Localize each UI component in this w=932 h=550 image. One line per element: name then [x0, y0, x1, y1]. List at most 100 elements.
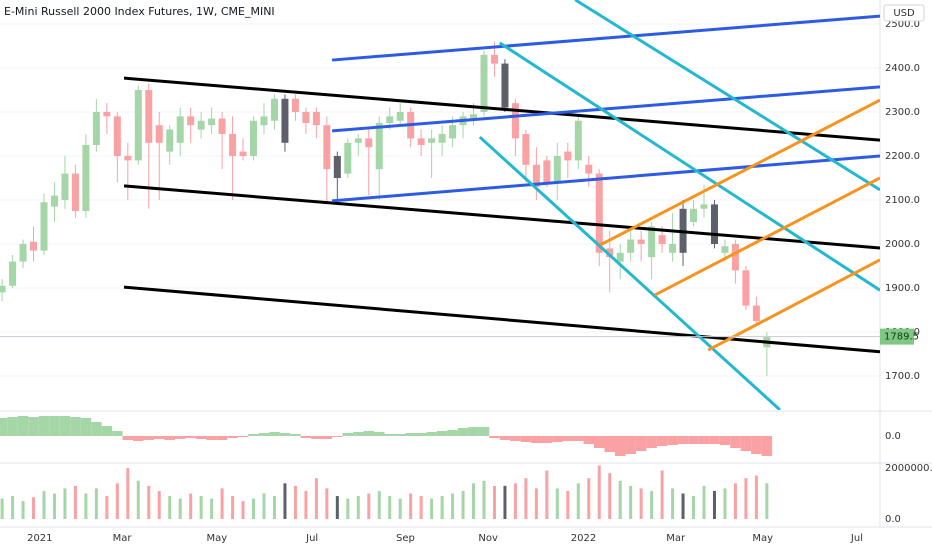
candle-body: [616, 252, 624, 262]
volume-bar: [220, 488, 224, 520]
histogram-bar: [321, 436, 333, 439]
y-tick-label: 2200.0: [885, 151, 920, 162]
x-tick-label: May: [207, 533, 228, 544]
histogram-bar: [667, 436, 678, 445]
candle-body: [281, 98, 289, 143]
volume-bar: [84, 493, 88, 520]
histogram-bar: [70, 417, 81, 436]
histogram-bar: [374, 432, 385, 436]
candle-body: [103, 111, 111, 117]
volume-bar: [157, 490, 161, 520]
histogram-bar: [122, 436, 134, 440]
volume-bar: [262, 493, 266, 520]
histogram-bar: [28, 417, 39, 436]
histogram-bar: [49, 416, 60, 436]
volume-bar: [723, 488, 727, 520]
candle-body: [690, 208, 698, 222]
volume-bar: [692, 496, 696, 520]
volume-bar: [42, 490, 46, 520]
volume-bar: [115, 483, 119, 520]
candle-body: [61, 173, 69, 200]
y-tick-label: 1900.0: [885, 283, 920, 294]
volume-bar: [388, 496, 392, 520]
histogram-bar: [332, 436, 343, 437]
x-tick-label: Mar: [113, 533, 133, 544]
y-tick-label: 2400.0: [885, 63, 920, 74]
candle-body: [386, 116, 394, 123]
candle-body: [470, 114, 478, 119]
volume-bar: [702, 485, 706, 520]
candle-body: [250, 120, 258, 156]
candle-body: [564, 151, 572, 161]
candle-body: [40, 202, 48, 251]
trend-line: [654, 176, 880, 297]
histogram-bar: [562, 436, 574, 441]
volume-bar: [409, 493, 413, 520]
volume-bar: [73, 485, 77, 520]
trend-line: [498, 41, 880, 292]
candle-body: [501, 63, 509, 108]
y-tick-label: 2000.0: [885, 239, 920, 250]
candle-body: [197, 120, 205, 130]
histogram-bar: [751, 436, 762, 454]
candle-body: [438, 133, 446, 143]
volume-bar: [419, 496, 423, 520]
volume-bar: [231, 496, 235, 520]
volume-bar: [639, 488, 643, 520]
candle-body: [700, 204, 708, 209]
histogram-bar: [394, 434, 406, 436]
histogram-bar: [688, 436, 699, 444]
histogram-bar: [17, 416, 29, 436]
volume-bar: [492, 485, 496, 520]
histogram-bar: [195, 436, 207, 439]
candle-body: [595, 173, 603, 253]
candle-body: [19, 243, 27, 262]
histogram-bar: [761, 436, 773, 456]
histogram-bar: [520, 436, 532, 442]
x-tick-label: Jul: [305, 533, 318, 544]
volume-bar: [398, 498, 402, 520]
histogram-bar: [237, 436, 249, 437]
x-tick-label: 2022: [571, 533, 596, 544]
candle-body: [669, 243, 677, 253]
volume-bar: [733, 483, 737, 520]
candle-body: [365, 138, 373, 148]
trend-line: [331, 154, 880, 203]
volume-bar: [503, 485, 507, 520]
volume-bar: [430, 498, 434, 520]
trend-line: [574, 0, 880, 192]
histogram-bar: [112, 431, 123, 436]
volume-bar: [587, 478, 591, 520]
histogram-bar: [38, 416, 50, 436]
volume-bar: [629, 485, 633, 520]
histogram-bar: [0, 418, 8, 436]
x-tick-label: Nov: [478, 533, 498, 544]
candle-body: [302, 111, 310, 123]
candle-body: [532, 164, 540, 187]
histogram-bar: [185, 436, 196, 438]
y-tick-label: 0.0: [885, 431, 901, 442]
candle-body: [658, 235, 666, 244]
candle-body: [333, 155, 341, 178]
volume-bar: [293, 485, 297, 520]
histogram-bar: [499, 436, 511, 440]
histogram-bar: [730, 436, 741, 448]
volume-bar: [566, 490, 570, 520]
candle-body: [260, 116, 268, 126]
histogram-bar: [415, 433, 427, 436]
volume-bar: [272, 496, 276, 520]
volume-bar: [346, 498, 350, 520]
candle-body: [155, 125, 163, 143]
volume-bar: [356, 496, 360, 520]
volume-bar: [168, 496, 172, 520]
candle-body: [375, 122, 383, 170]
candle-body: [543, 160, 551, 183]
histogram-bar: [363, 431, 374, 436]
candle-body: [291, 98, 299, 112]
candle-body: [229, 133, 237, 156]
trend-line: [331, 14, 880, 62]
histogram-bar: [468, 427, 479, 436]
histogram-bar: [405, 433, 416, 436]
